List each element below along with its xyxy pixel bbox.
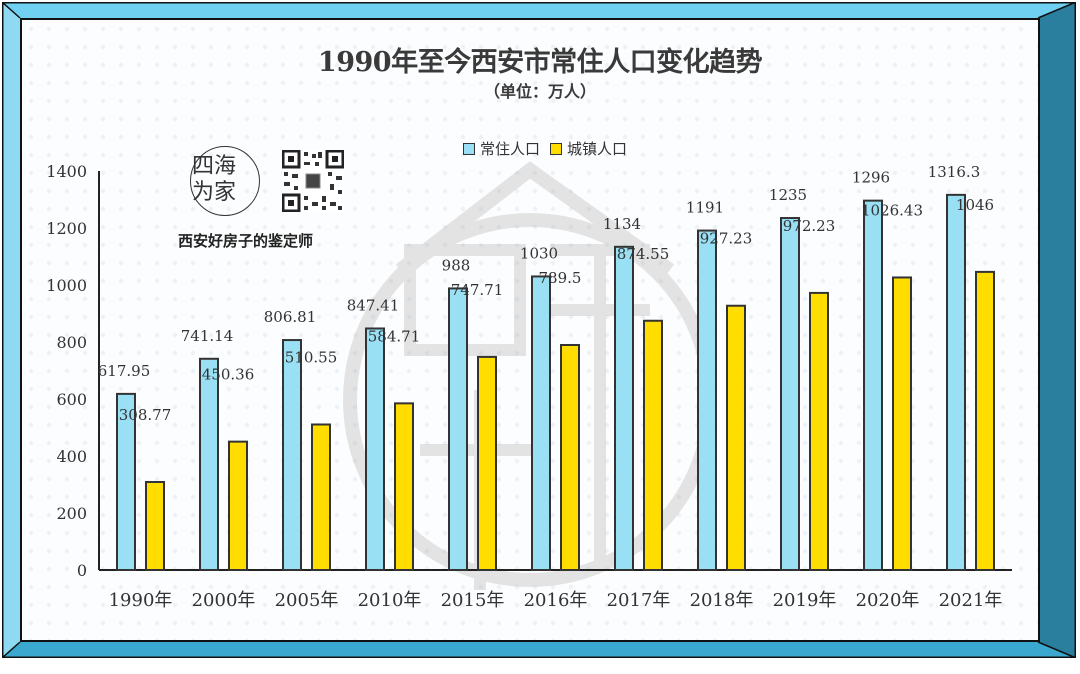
data-label-urban: 1026.43	[861, 201, 923, 219]
bar-resident	[697, 229, 717, 571]
data-label-resident: 1316.3	[928, 163, 981, 181]
frame-right	[1038, 2, 1076, 658]
y-tick-label: 0	[77, 561, 87, 580]
bar-resident	[116, 392, 136, 571]
bar-resident	[946, 193, 966, 572]
bar-urban	[643, 319, 663, 571]
qr-code-icon[interactable]	[282, 150, 344, 212]
data-label-resident: 806.81	[264, 308, 317, 326]
y-tick-label: 1000	[46, 276, 87, 295]
data-label-resident: 1134	[603, 215, 641, 233]
y-tick-label: 400	[56, 447, 87, 466]
chart-subtitle: （单位：万人）	[483, 82, 596, 101]
frame-top	[2, 2, 1076, 18]
bar-urban	[145, 481, 165, 571]
legend-item-resident: 常住人口	[463, 138, 540, 159]
bar-urban	[726, 304, 746, 571]
y-tick-label: 200	[56, 504, 87, 523]
frame-bottom	[2, 642, 1076, 658]
picture-frame	[2, 2, 1076, 658]
data-label-urban: 308.77	[119, 406, 172, 424]
legend-item-urban: 城镇人口	[550, 138, 627, 159]
bar-urban	[892, 276, 912, 571]
bar-resident	[531, 275, 551, 571]
x-tick-label: 2018年	[690, 590, 754, 611]
data-label-resident: 617.95	[98, 362, 151, 380]
data-label-urban: 450.36	[202, 366, 255, 384]
legend: 常住人口 城镇人口	[463, 138, 631, 159]
bar-urban	[809, 291, 829, 571]
data-label-urban: 510.55	[285, 348, 338, 366]
data-label-urban: 927.23	[700, 230, 753, 248]
data-label-urban: 972.23	[783, 217, 836, 235]
x-tick-label: 2020年	[856, 590, 920, 611]
bar-resident	[199, 357, 219, 571]
data-label-resident: 988	[442, 256, 471, 274]
y-tick-label: 600	[56, 390, 87, 409]
y-tick-label: 800	[56, 333, 87, 352]
data-label-resident: 1030	[520, 244, 558, 262]
data-label-resident: 1296	[852, 169, 890, 187]
legend-swatch-urban	[550, 142, 563, 155]
x-tick-label: 2019年	[773, 590, 837, 611]
data-label-resident: 741.14	[181, 327, 234, 345]
bar-urban	[975, 270, 995, 571]
bar-resident	[780, 217, 800, 571]
bar-urban	[394, 402, 414, 571]
y-tick-label: 1200	[46, 219, 87, 238]
bar-urban	[477, 355, 497, 571]
bar-resident	[282, 339, 302, 571]
data-label-urban: 874.55	[617, 245, 670, 263]
frame-left	[2, 2, 20, 658]
x-tick-label: 1990年	[109, 590, 173, 611]
legend-label-urban: 城镇人口	[567, 140, 628, 158]
data-label-urban: 789.5	[539, 269, 582, 287]
brand-tagline: 西安好房子的鉴定师	[178, 232, 314, 250]
bar-urban	[228, 440, 248, 571]
x-tick-label: 2000年	[192, 590, 256, 611]
x-tick-label: 2017年	[607, 590, 671, 611]
data-label-urban: 584.71	[368, 327, 421, 345]
bar-resident	[448, 287, 468, 571]
chart-title: 1990年至今西安市常住人口变化趋势	[317, 47, 763, 78]
bar-urban	[560, 343, 580, 571]
brand-logo-text: 四海为家	[192, 154, 237, 205]
data-label-urban: 1046	[956, 196, 994, 214]
bar-urban	[311, 423, 331, 571]
bar-resident	[365, 327, 385, 572]
x-tick-label: 2021年	[939, 590, 1003, 611]
x-tick-label: 2010年	[358, 590, 422, 611]
y-tick-label: 1400	[46, 162, 87, 181]
data-label-resident: 1235	[769, 186, 807, 204]
bar-resident	[863, 199, 883, 571]
data-label-resident: 847.41	[347, 296, 400, 314]
bar-resident	[614, 245, 634, 571]
x-tick-label: 2015年	[441, 590, 505, 611]
legend-label-resident: 常住人口	[480, 140, 541, 158]
brand-logo-icon	[190, 146, 260, 216]
legend-swatch-resident	[463, 142, 475, 155]
x-tick-label: 2005年	[275, 590, 339, 611]
data-label-resident: 1191	[686, 199, 724, 217]
x-tick-label: 2016年	[524, 590, 588, 611]
data-label-urban: 747.71	[451, 281, 504, 299]
frame-bevel	[2, 2, 1076, 658]
